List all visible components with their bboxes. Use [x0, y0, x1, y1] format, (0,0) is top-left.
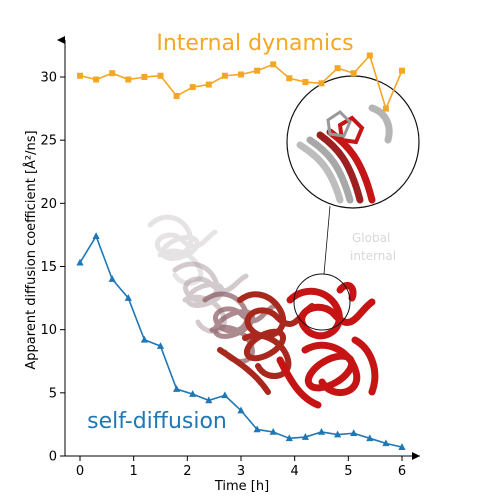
data-point — [77, 72, 83, 79]
x-tick-label: 4 — [291, 464, 299, 479]
data-point — [108, 275, 116, 282]
data-point — [156, 342, 165, 349]
data-point — [92, 232, 100, 239]
y-tick-label: 10 — [40, 323, 57, 338]
data-point — [125, 76, 132, 83]
self-diffusion-label: self-diffusion — [87, 409, 227, 434]
x-tick-label: 2 — [183, 464, 191, 479]
y-tick-label: 15 — [40, 260, 57, 275]
data-point — [76, 258, 84, 266]
data-point — [366, 52, 373, 59]
y-tick-label: 20 — [40, 197, 57, 212]
data-point — [173, 92, 180, 99]
x-tick-label: 0 — [76, 464, 84, 479]
y-tick-label: 30 — [40, 71, 57, 86]
x-axis-label: Time [h] — [214, 479, 269, 494]
y-tick-label: 5 — [49, 386, 57, 401]
y-tick-group: 0 5 10 15 20 25 30 — [40, 71, 65, 465]
data-point — [398, 443, 406, 450]
x-tick-label: 6 — [398, 464, 406, 479]
x-tick-group: 0 1 2 3 4 5 6 — [76, 456, 406, 479]
data-point — [382, 439, 390, 447]
series-layer — [76, 52, 406, 450]
x-tick-label: 3 — [237, 464, 245, 479]
data-point — [253, 425, 261, 433]
x-tick-label: 1 — [130, 464, 138, 479]
data-point — [254, 67, 261, 74]
data-point — [382, 105, 389, 112]
data-point — [366, 434, 374, 442]
data-point — [189, 390, 197, 397]
data-point — [286, 75, 293, 82]
data-point — [173, 385, 181, 392]
protein-ribbon-illustration: Global internal — [147, 75, 420, 409]
data-point — [140, 335, 148, 343]
data-point — [238, 71, 244, 78]
zoom-label-internal: internal — [350, 249, 396, 263]
data-point — [317, 427, 326, 435]
x-tick-label: 5 — [344, 464, 352, 479]
y-tick-label: 0 — [49, 450, 57, 465]
data-point — [318, 80, 325, 87]
data-point — [334, 430, 342, 438]
data-point — [334, 65, 341, 72]
data-point — [124, 294, 132, 301]
y-axis-label: Apparent diffusion coefficient [Å²/ns] — [23, 130, 39, 369]
zoom-label-global: Global — [352, 231, 390, 245]
data-point — [109, 70, 116, 77]
data-point — [301, 433, 309, 440]
data-point — [221, 391, 229, 399]
data-point — [221, 72, 228, 79]
data-point — [205, 81, 212, 88]
data-point — [93, 76, 100, 83]
data-point — [157, 72, 164, 79]
data-point — [302, 79, 309, 86]
data-point — [285, 434, 293, 442]
series-self-diffusion — [76, 232, 406, 450]
internal-dynamics-label: Internal dynamics — [156, 31, 353, 56]
y-tick-label: 25 — [40, 134, 57, 149]
data-point — [350, 429, 358, 437]
data-point — [269, 427, 277, 435]
data-point — [399, 67, 405, 74]
series-internal-dynamics — [77, 52, 405, 112]
data-point — [237, 406, 245, 414]
data-point — [141, 74, 148, 80]
data-point — [205, 396, 213, 404]
data-point — [350, 70, 357, 77]
data-point — [270, 61, 277, 68]
data-point — [189, 84, 196, 91]
